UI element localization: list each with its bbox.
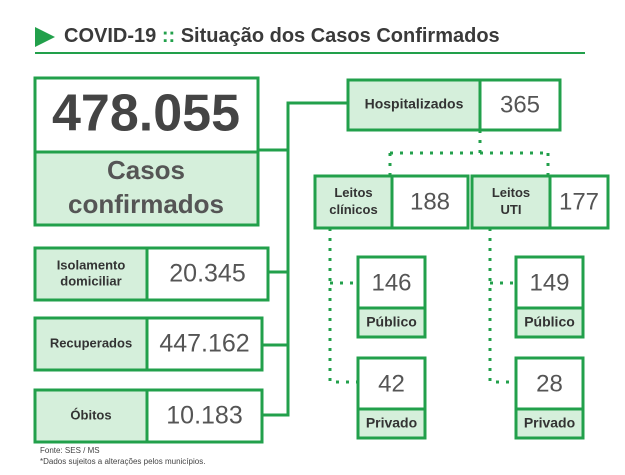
status-value-box bbox=[145, 388, 264, 444]
status-label-box bbox=[33, 246, 149, 302]
sub-value-box bbox=[356, 356, 427, 411]
sub-label-box bbox=[514, 306, 585, 339]
beds-label-box bbox=[470, 174, 552, 230]
status-value: 10.183 bbox=[166, 402, 242, 430]
boxes: 478.055 Casos confirmados Isolamentodomicil… bbox=[33, 76, 610, 444]
beds-value: 188 bbox=[410, 188, 450, 215]
sub-value: 146 bbox=[371, 269, 411, 296]
dotted-connector bbox=[488, 228, 516, 384]
connectors bbox=[258, 101, 348, 417]
beds-label: Leitos bbox=[334, 185, 372, 200]
beds-value-box bbox=[548, 174, 610, 230]
hospitalized-value-box bbox=[478, 78, 562, 132]
sub-value-box bbox=[514, 356, 585, 411]
beds-label: clínicos bbox=[329, 202, 377, 217]
sub-value: 42 bbox=[378, 370, 405, 397]
status-label-box bbox=[33, 316, 149, 372]
sub-label-box bbox=[356, 306, 427, 339]
status-label: Óbitos bbox=[70, 407, 111, 422]
beds-label: Leitos bbox=[492, 185, 530, 200]
total-label-box bbox=[33, 150, 260, 227]
sub-label-box bbox=[514, 407, 585, 440]
hospitalized-label: Hospitalizados bbox=[365, 96, 464, 112]
sub-label: Privado bbox=[366, 415, 417, 431]
beds-label-box bbox=[313, 174, 394, 230]
status-value-box bbox=[145, 246, 270, 302]
sub-label-box bbox=[356, 407, 427, 440]
status-value: 20.345 bbox=[169, 260, 245, 288]
status-label: Recuperados bbox=[50, 335, 132, 350]
status-value-box bbox=[145, 316, 264, 372]
total-label: Casos bbox=[107, 155, 185, 185]
status-value: 447.162 bbox=[159, 330, 249, 358]
status-label: Isolamento bbox=[57, 257, 126, 272]
title: COVID-19 :: Situação dos Casos Confirmad… bbox=[64, 25, 500, 47]
hospitalized-label-box bbox=[346, 78, 482, 132]
sub-label: Privado bbox=[524, 415, 575, 431]
beds-value-box bbox=[390, 174, 470, 230]
footer-source: Fonte: SES / MS bbox=[40, 446, 100, 455]
dotted-connectors bbox=[328, 130, 550, 384]
sub-value-box bbox=[356, 255, 427, 310]
sub-label: Público bbox=[524, 314, 575, 330]
connector bbox=[262, 101, 348, 417]
sub-value: 28 bbox=[536, 370, 563, 397]
hospitalized-value: 365 bbox=[500, 91, 540, 118]
status-label: domiciliar bbox=[60, 273, 121, 288]
total-value: 478.055 bbox=[52, 85, 240, 143]
sub-value: 149 bbox=[529, 269, 569, 296]
footer-note: *Dados sujeitos a alterações pelos munic… bbox=[40, 457, 205, 466]
dotted-connector bbox=[328, 228, 358, 384]
beds-value: 177 bbox=[559, 188, 599, 215]
title-prefix: COVID-19 bbox=[64, 25, 156, 47]
title-arrow bbox=[35, 27, 55, 47]
sub-label: Público bbox=[366, 314, 417, 330]
title-text: Situação dos Casos Confirmados bbox=[181, 25, 500, 47]
title-separator: :: bbox=[162, 25, 175, 47]
total-label: confirmados bbox=[68, 189, 224, 219]
beds-label: UTI bbox=[501, 202, 522, 217]
